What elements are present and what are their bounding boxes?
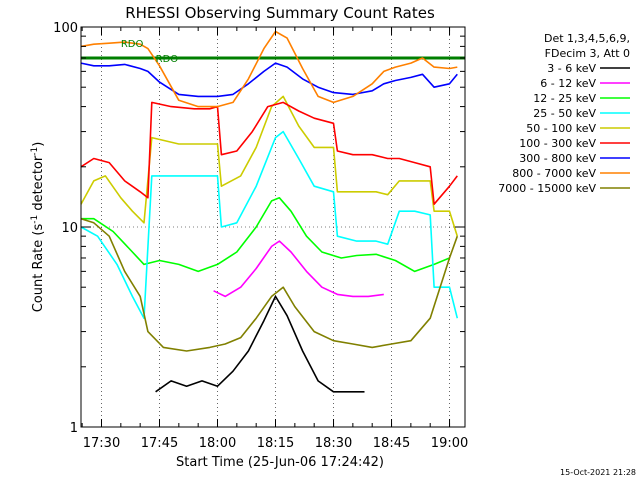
x-axis-label: Start Time (25-Jun-06 17:24:42) [176, 455, 384, 470]
legend-entry: 800 - 7000 keV [512, 167, 596, 180]
x-tick-label: 18:15 [257, 436, 294, 451]
series-line-6 [80, 101, 458, 205]
x-tick-label: 17:45 [141, 436, 178, 451]
legend-entry: 6 - 12 keV [540, 77, 596, 90]
annotation-label: RDO [121, 39, 144, 50]
legend-entry: 100 - 300 keV [519, 137, 596, 150]
series-line-4 [80, 130, 459, 320]
footer-timestamp: 15-Oct-2021 21:28 [560, 468, 636, 477]
y-axis-label-sup2: -1 [30, 147, 40, 156]
y-axis-label: Count Rate (s-1 detector-1) [30, 142, 46, 313]
annotation-group: RDO RDO [121, 39, 178, 65]
series-line-2 [213, 240, 384, 298]
legend-entry: 50 - 100 keV [526, 122, 596, 135]
legend-entry: 25 - 50 keV [533, 107, 596, 120]
annotation-label: RDO [156, 54, 179, 65]
x-tick-label: 17:30 [83, 436, 120, 451]
legend-entry: 12 - 25 keV [533, 92, 596, 105]
legend-entry: 300 - 800 keV [519, 152, 596, 165]
series-line-5 [80, 95, 459, 237]
chart-title: RHESSI Observing Summary Count Rates [125, 4, 435, 22]
y-axis-label-rest: detector [31, 155, 46, 215]
series-group [80, 30, 459, 393]
y-axis-label-end: ) [31, 142, 46, 147]
legend: Det 1,3,4,5,6,9, FDecim 3, Att 0 3 - 6 keV… [498, 32, 630, 195]
x-tick-label: 19:00 [431, 436, 468, 451]
legend-entry: 7000 - 15000 keV [498, 182, 596, 195]
axis-ticks: 17:30 17:45 18:00 18:15 18:30 18:45 19:00 1 10 10… [53, 21, 468, 451]
grid-lines [81, 27, 465, 427]
series-line-1 [155, 295, 365, 393]
x-tick-label: 18:00 [199, 436, 236, 451]
y-axis-label-base: Count Rate (s [31, 224, 46, 313]
y-axis-label-sup: -1 [30, 215, 40, 224]
legend-header: FDecim 3, Att 0 [545, 47, 630, 60]
legend-header: Det 1,3,4,5,6,9, [544, 32, 630, 45]
series-line-3 [81, 197, 450, 273]
legend-entry: 3 - 6 keV [547, 62, 596, 75]
series-line-9 [80, 217, 459, 352]
x-tick-label: 18:45 [373, 436, 410, 451]
y-tick-label: 1 [70, 421, 78, 436]
x-tick-label: 18:30 [315, 436, 352, 451]
series-line-7 [80, 62, 458, 98]
y-tick-label: 100 [53, 21, 78, 36]
y-tick-label: 10 [61, 221, 78, 236]
